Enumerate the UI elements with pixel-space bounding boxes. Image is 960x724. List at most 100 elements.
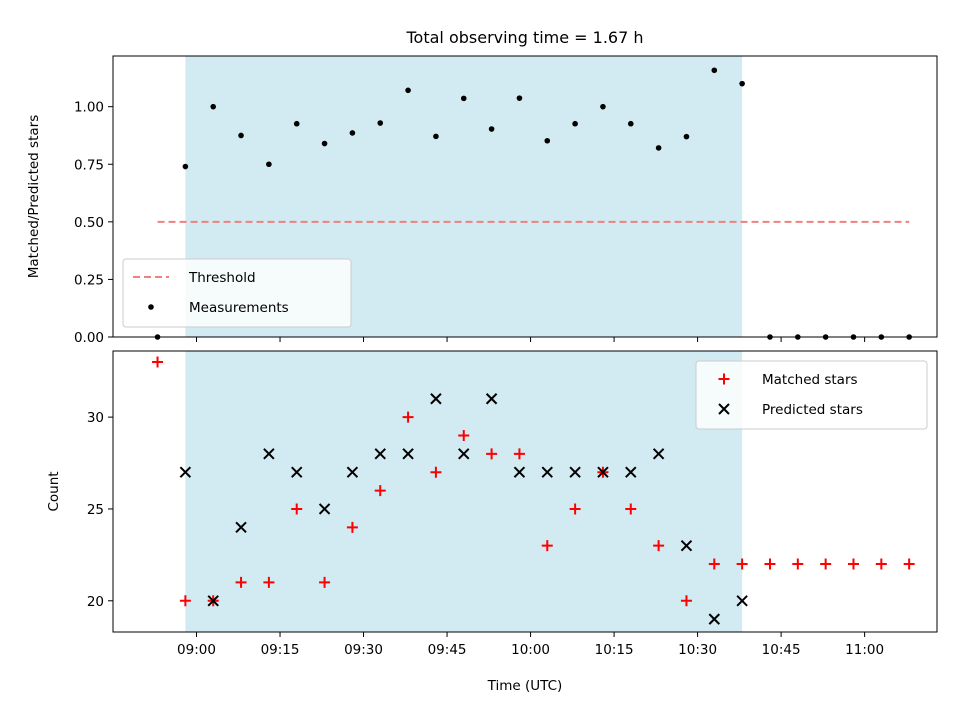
data-point: [903, 558, 915, 570]
data-point: [516, 95, 523, 101]
data-point: [263, 448, 275, 460]
data-point: [210, 103, 217, 110]
x-tick-label: 10:45: [762, 642, 801, 658]
legend-swatch: [718, 373, 730, 385]
data-point: [377, 120, 384, 126]
y-tick-label: 25: [87, 502, 104, 518]
data-point: [597, 466, 609, 478]
y-tick-label: 30: [87, 410, 104, 426]
data-point: [293, 120, 300, 127]
data-point: [238, 132, 244, 139]
data-point: [708, 558, 720, 570]
x-tick-label: 09:00: [177, 642, 216, 658]
x-tick-label: 10:30: [678, 642, 717, 658]
data-point: [207, 595, 219, 607]
data-point: [792, 558, 804, 570]
x-tick-label: 10:15: [595, 642, 634, 658]
y-axis-label: Count: [46, 471, 62, 511]
data-point: [736, 595, 748, 607]
data-point: [179, 595, 191, 607]
data-point: [318, 503, 331, 515]
data-point: [374, 448, 386, 460]
y-tick-label: 20: [87, 594, 104, 610]
legend-label: Matched stars: [762, 372, 858, 388]
data-point: [402, 448, 414, 460]
data-point: [569, 466, 581, 478]
data-point: [182, 163, 189, 170]
data-point: [291, 503, 303, 515]
y-tick-label: 1.00: [74, 100, 104, 116]
axes-frame: [112, 55, 938, 338]
ratio-panel: 0.00 0.25 0.50 0.75 1.00 Matched/Predicted st…: [26, 55, 938, 346]
data-point: [847, 558, 859, 570]
axes-frame: [112, 350, 938, 633]
data-point: [402, 411, 414, 423]
data-point: [485, 393, 498, 405]
data-point: [625, 466, 637, 478]
data-point: [460, 95, 467, 102]
data-point: [683, 133, 690, 140]
series-matched-stars: [152, 356, 915, 607]
y-tick-label: 0.75: [74, 157, 104, 173]
data-point: [458, 448, 470, 460]
data-point: [319, 576, 331, 588]
data-point: [569, 503, 581, 515]
data-point: [541, 466, 553, 478]
legend-swatch: [148, 304, 154, 310]
data-point: [653, 540, 665, 552]
data-point: [600, 103, 606, 110]
x-tick-label: 09:15: [261, 642, 300, 658]
x-tick-label: 11:00: [845, 642, 884, 658]
x-axis-label: Time (UTC): [487, 678, 563, 694]
y-tick-label: 0.00: [74, 330, 104, 346]
data-point: [346, 466, 359, 478]
data-point: [263, 576, 275, 588]
data-point: [291, 466, 303, 478]
data-point: [349, 130, 356, 136]
y-tick-label: 0.50: [74, 215, 104, 231]
x-tick-label: 10:00: [511, 642, 550, 658]
x-tick-label: 09:45: [428, 642, 467, 658]
data-point: [655, 145, 662, 151]
data-point: [374, 485, 386, 497]
y-axis-label: Matched/Predicted stars: [26, 115, 42, 278]
data-point: [625, 503, 637, 515]
data-point: [513, 448, 525, 460]
data-point: [430, 393, 442, 405]
legend-box: [122, 258, 352, 328]
legend-box: [695, 360, 928, 430]
data-point: [488, 126, 495, 132]
data-point: [708, 613, 721, 625]
legend: Threshold Measurements: [122, 258, 352, 328]
data-point: [430, 466, 442, 478]
data-point: [764, 558, 776, 570]
chart-title: Total observing time = 1.67 h: [405, 28, 643, 47]
data-point: [627, 120, 634, 127]
count-panel: 20 25 30 09:00 09:15 09:30 09:45 10:00 10:15 10:3…: [46, 350, 938, 658]
data-point: [405, 87, 411, 94]
data-point: [680, 595, 692, 607]
data-point: [739, 80, 745, 87]
data-point: [736, 558, 748, 570]
y-tick-label: 0.25: [74, 272, 104, 288]
data-point: [458, 429, 470, 441]
data-point: [820, 558, 832, 570]
data-point: [235, 521, 247, 534]
legend-label: Predicted stars: [762, 402, 863, 418]
data-point: [572, 120, 578, 127]
legend-label: Measurements: [189, 300, 289, 316]
data-point: [433, 133, 439, 140]
series-measurements: [154, 67, 912, 340]
data-point: [513, 466, 526, 478]
data-point: [179, 466, 192, 478]
data-point: [235, 576, 247, 588]
data-point: [346, 521, 358, 533]
data-point: [680, 539, 693, 552]
observing-interval-shade: [185, 351, 743, 632]
data-point: [486, 448, 498, 460]
data-point: [875, 558, 887, 570]
data-point: [266, 161, 272, 168]
data-point: [652, 448, 665, 460]
series-predicted-stars: [179, 393, 748, 625]
